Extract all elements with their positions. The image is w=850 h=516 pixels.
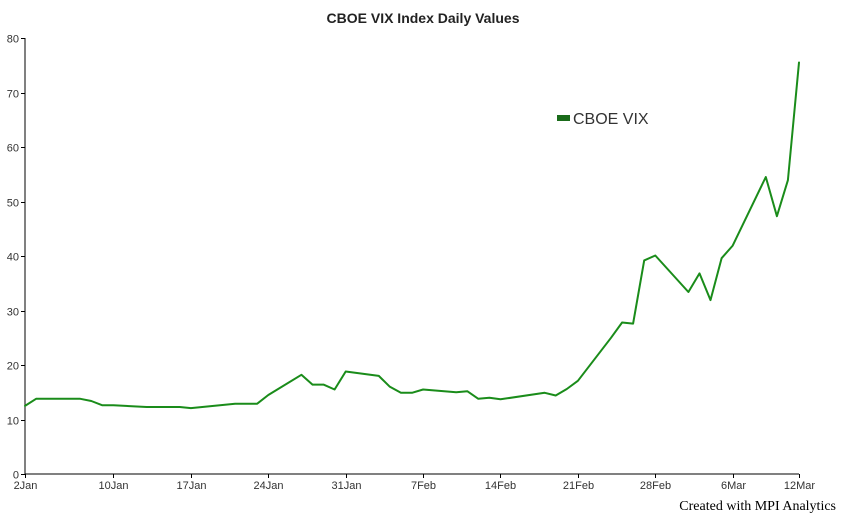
y-tick-label: 70 [7,89,19,101]
x-tick-label: 10Jan [99,480,129,492]
y-tick-label: 10 [7,416,19,428]
y-tick-label: 0 [13,470,19,482]
y-tick-label: 40 [7,252,19,264]
chart-axes: 0 10 20 30 40 50 60 70 80 2Jan 10Jan 17Jan 24Jan 31Ja… [7,34,816,493]
y-tick-label: 30 [7,307,19,319]
x-tick-label: 2Jan [14,480,38,492]
legend-swatch [557,115,570,121]
y-tick-label: 60 [7,143,19,155]
x-tick-label: 28Feb [640,480,671,492]
x-tick-label: 7Feb [411,480,436,492]
x-tick-label: 24Jan [254,480,284,492]
legend: CBOE VIX [557,111,649,128]
x-tick-label: 21Feb [563,480,594,492]
credit-text: Created with MPI Analytics [679,499,836,514]
x-tick-label: 12Mar [784,480,816,492]
legend-label: CBOE VIX [573,111,649,128]
y-tick-label: 80 [7,34,19,46]
x-tick-label: 6Mar [721,480,746,492]
y-tick-label: 20 [7,361,19,373]
x-tick-label: 31Jan [332,480,362,492]
y-tick-label: 50 [7,198,19,210]
series-line-cboe-vix [24,61,800,410]
plot-area [24,61,800,410]
chart-title: CBOE VIX Index Daily Values [327,10,520,26]
x-tick-label: 14Feb [485,480,516,492]
x-tick-label: 17Jan [177,480,207,492]
